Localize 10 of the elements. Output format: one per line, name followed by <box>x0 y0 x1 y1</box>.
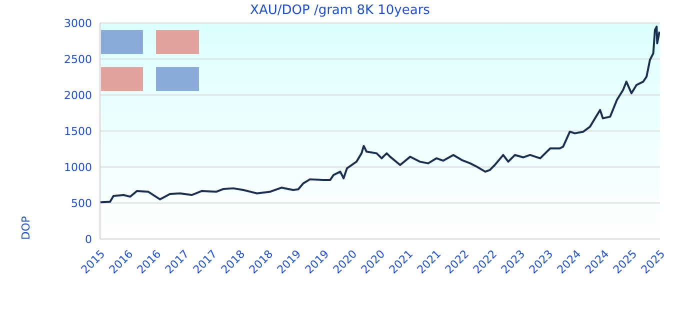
y-tick-label: 1000 <box>64 160 92 174</box>
y-tick-label: 0 <box>85 232 92 246</box>
line-series <box>100 26 660 204</box>
y-tick-label: 2000 <box>64 88 92 102</box>
y-tick-label: 1500 <box>64 124 92 138</box>
y-axis-title: DOP <box>20 216 32 240</box>
y-tick-label: 500 <box>71 196 92 210</box>
y-tick-label: 3000 <box>64 16 92 30</box>
chart-title: XAU/DOP /gram 8K 10years <box>249 3 431 18</box>
y-tick-label: 2500 <box>64 52 92 66</box>
